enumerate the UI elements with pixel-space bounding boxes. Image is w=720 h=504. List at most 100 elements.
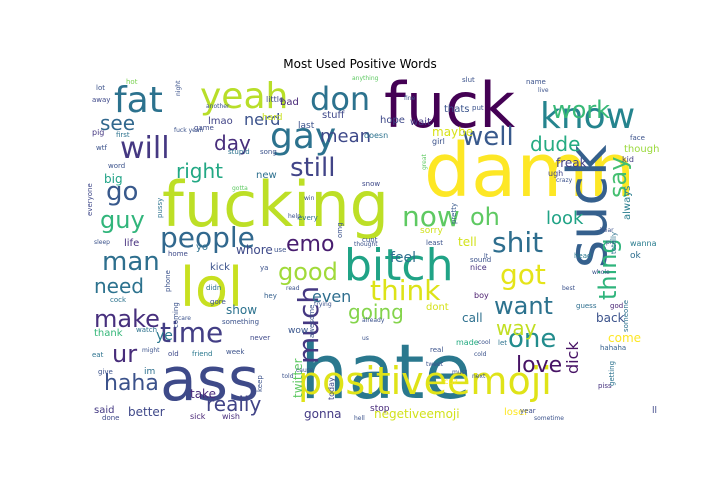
word-game: game: [194, 124, 214, 132]
word-kick: kick: [210, 262, 230, 273]
word-getting: getting: [608, 361, 616, 386]
word-tell: tell: [458, 235, 477, 249]
word-right: right: [176, 159, 223, 183]
word-ll: ll: [652, 406, 657, 416]
word-pretty: pretty: [450, 203, 458, 224]
word-know: know: [540, 96, 635, 137]
word-hope: hope: [380, 115, 405, 126]
word-keep: keep: [256, 375, 264, 392]
word-make: make: [94, 305, 160, 333]
word-good: good: [278, 258, 338, 286]
word-whole: whole: [592, 269, 610, 276]
word-fucking: fucking: [162, 168, 389, 241]
word-though: though: [624, 144, 659, 155]
word-cold: cold: [474, 351, 487, 358]
word-today: today: [327, 377, 336, 400]
word-awesome: awesome: [308, 305, 316, 338]
word-old: old: [168, 350, 179, 358]
word-still: still: [290, 153, 335, 183]
word-oh: oh: [470, 203, 500, 231]
word-one: one: [508, 324, 556, 354]
word-yeah: yeah: [200, 76, 288, 117]
word-gonna: gonna: [304, 407, 342, 421]
word-give: give: [98, 368, 113, 376]
word-negetiveemoji: negetiveemoji: [374, 407, 460, 421]
word-new: new: [256, 170, 277, 181]
word-coming: coming: [172, 302, 180, 328]
word-word: word: [108, 162, 125, 170]
word-sick: sick: [190, 412, 206, 421]
word-go: go: [106, 177, 138, 207]
word-way: way: [496, 316, 537, 340]
word-kid: kid: [622, 155, 634, 164]
word-dude: dude: [530, 132, 580, 156]
word-cunt: cunt: [362, 236, 378, 244]
word-ur: ur: [112, 340, 137, 368]
word-cause: cause: [296, 367, 314, 374]
word-told: told: [282, 373, 294, 380]
word-sleep: sleep: [94, 239, 110, 246]
word-come: come: [608, 331, 641, 345]
word-already: already: [362, 317, 385, 324]
word-great: great: [421, 153, 428, 170]
word-hot: hot: [126, 78, 138, 86]
word-god: god: [610, 302, 623, 310]
word-ass: ass: [160, 345, 259, 415]
word-sometime: sometime: [534, 415, 564, 422]
word-thing: thing: [594, 238, 622, 300]
word-boy: boy: [474, 291, 489, 300]
word-work: work: [552, 96, 610, 124]
word-now: now: [402, 200, 460, 233]
word-hard: hard: [262, 113, 282, 123]
word-dont: dont: [426, 302, 449, 313]
word-little: little: [266, 95, 284, 104]
word-pic: pic: [606, 239, 615, 246]
word-thought: thought: [354, 241, 378, 248]
word-emo: emo: [286, 232, 334, 257]
word-win: win: [304, 195, 315, 202]
word-think: think: [370, 274, 441, 307]
word-wait: wait: [410, 117, 431, 128]
word-crazy: crazy: [556, 177, 573, 184]
word-positiveemoji: positiveemoji: [298, 359, 552, 403]
word-might: might: [142, 347, 160, 354]
word-doesn: doesn: [364, 131, 388, 140]
word-cuz: cuz: [444, 377, 458, 386]
word-friend: friend: [192, 350, 212, 358]
word-slut: slut: [462, 76, 475, 84]
word-eat: eat: [92, 351, 104, 359]
word-never: never: [250, 334, 270, 342]
word-week: week: [226, 348, 245, 356]
word-lmao: lmao: [208, 116, 233, 127]
word-will: will: [120, 131, 170, 166]
word-wish: wish: [222, 412, 240, 421]
word-call: call: [462, 311, 483, 325]
word-hate: hate: [300, 327, 471, 416]
word-bitch: bitch: [344, 240, 453, 291]
word-well: well: [462, 122, 514, 152]
word-hey: hey: [264, 292, 277, 300]
word-sorry: sorry: [420, 226, 443, 236]
word-bad: bad: [280, 97, 299, 108]
word-man: man: [102, 247, 160, 277]
chart-title: Most Used Positive Words: [283, 57, 437, 71]
word-face: face: [630, 134, 645, 142]
word-need: need: [94, 274, 144, 298]
word-anything: anything: [352, 75, 379, 82]
word-read: read: [286, 285, 300, 292]
word-cool: cool: [478, 339, 491, 346]
word-omg: omg: [336, 222, 344, 238]
word-help: help: [288, 213, 301, 220]
word-wow: wow: [288, 326, 308, 336]
word-show: show: [226, 303, 257, 317]
word-ugh: ugh: [548, 169, 563, 178]
word-stupid: stupid: [228, 148, 250, 156]
word-gore: gore: [210, 298, 226, 306]
word-pig: pig: [92, 128, 104, 137]
word-lol: lol: [180, 256, 243, 319]
word-whore: whore: [236, 243, 273, 257]
word-guy: guy: [100, 206, 145, 234]
word-next: next: [472, 373, 486, 380]
word-nice: nice: [470, 263, 487, 272]
